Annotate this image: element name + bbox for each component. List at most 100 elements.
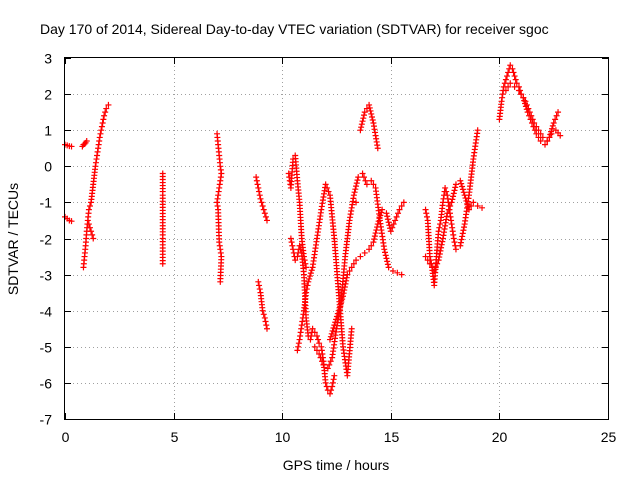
data-point xyxy=(474,203,481,210)
data-point xyxy=(263,322,270,329)
data-point xyxy=(353,183,360,190)
y-tick-label: -4 xyxy=(40,304,53,320)
data-point xyxy=(304,282,311,289)
data-point xyxy=(462,195,469,202)
data-point xyxy=(262,318,269,325)
series-seg-p xyxy=(502,80,562,148)
data-point xyxy=(331,372,338,379)
data-point xyxy=(339,296,346,303)
data-point xyxy=(509,65,516,72)
data-point xyxy=(333,316,340,323)
data-point xyxy=(342,280,349,287)
y-tick-labels: -7 -6 -5 -4 -3 -2 -1 0 1 2 3 xyxy=(40,51,53,428)
data-point xyxy=(259,203,266,210)
y-tick-label: -7 xyxy=(40,412,53,428)
data-point xyxy=(450,235,457,242)
data-point xyxy=(308,267,315,274)
data-point xyxy=(367,107,374,114)
data-point xyxy=(374,221,381,228)
data-point xyxy=(435,257,442,264)
data-point xyxy=(295,343,302,350)
data-point xyxy=(513,80,520,87)
data-point xyxy=(326,390,333,397)
data-point xyxy=(459,186,466,193)
data-point xyxy=(507,80,514,87)
data-point xyxy=(311,329,318,336)
data-point xyxy=(363,105,370,112)
data-point xyxy=(254,181,261,188)
data-point xyxy=(326,336,333,343)
x-tick-labels: 0 5 10 15 20 25 xyxy=(62,429,617,445)
data-point xyxy=(313,347,320,354)
data-point xyxy=(311,343,318,350)
series-seg-i xyxy=(287,235,338,397)
data-point xyxy=(68,143,75,150)
x-tick-label: 5 xyxy=(171,429,179,445)
data-point xyxy=(458,180,465,187)
x-tick-label: 20 xyxy=(492,429,508,445)
data-point xyxy=(452,242,459,249)
data-point xyxy=(327,358,334,365)
data-point xyxy=(470,199,477,206)
data-point xyxy=(83,138,90,145)
data-point xyxy=(382,249,389,256)
data-point xyxy=(376,215,383,222)
data-point xyxy=(504,73,511,80)
data-point xyxy=(341,287,348,294)
data-point xyxy=(97,130,104,137)
data-point xyxy=(451,187,458,194)
data-point xyxy=(512,76,519,83)
data-point xyxy=(328,387,335,394)
data-point xyxy=(507,62,514,69)
data-point xyxy=(257,195,264,202)
data-point xyxy=(531,127,538,134)
data-point xyxy=(315,336,322,343)
data-point xyxy=(361,109,368,116)
data-point xyxy=(444,210,451,217)
data-point xyxy=(366,104,373,111)
data-point xyxy=(385,219,392,226)
data-point xyxy=(361,112,368,119)
data-point xyxy=(505,83,512,90)
data-point xyxy=(359,118,366,125)
y-tick-label: 1 xyxy=(44,123,52,139)
data-point xyxy=(520,94,527,101)
data-point xyxy=(452,246,459,253)
data-point xyxy=(389,224,396,231)
data-point xyxy=(450,193,457,200)
data-point xyxy=(511,73,518,80)
data-point xyxy=(546,134,553,141)
data-point xyxy=(518,91,525,98)
y-tick-label: 2 xyxy=(44,87,52,103)
data-point xyxy=(260,311,267,318)
data-point xyxy=(457,239,464,246)
data-point xyxy=(468,203,475,210)
data-point xyxy=(465,203,472,210)
data-point xyxy=(384,213,391,220)
data-point xyxy=(323,383,330,390)
data-point xyxy=(461,192,468,199)
data-point xyxy=(370,239,377,246)
data-point xyxy=(502,76,509,83)
data-point xyxy=(334,310,341,317)
data-point xyxy=(105,101,112,108)
data-point xyxy=(292,257,299,264)
plot-frame xyxy=(64,57,609,420)
data-point xyxy=(435,228,442,235)
data-point xyxy=(549,122,556,129)
data-point xyxy=(438,241,445,248)
data-point xyxy=(362,177,369,184)
data-point xyxy=(331,322,338,329)
data-point xyxy=(256,192,263,199)
y-tick-label: -1 xyxy=(40,195,53,211)
data-point xyxy=(398,203,405,210)
data-point xyxy=(85,221,92,228)
data-point xyxy=(357,127,364,134)
data-point xyxy=(350,260,357,267)
data-point xyxy=(305,278,312,285)
y-tick-label: 0 xyxy=(44,159,52,175)
data-point xyxy=(287,235,294,242)
data-point xyxy=(335,307,342,314)
data-point xyxy=(537,138,544,145)
data-point xyxy=(261,210,268,217)
